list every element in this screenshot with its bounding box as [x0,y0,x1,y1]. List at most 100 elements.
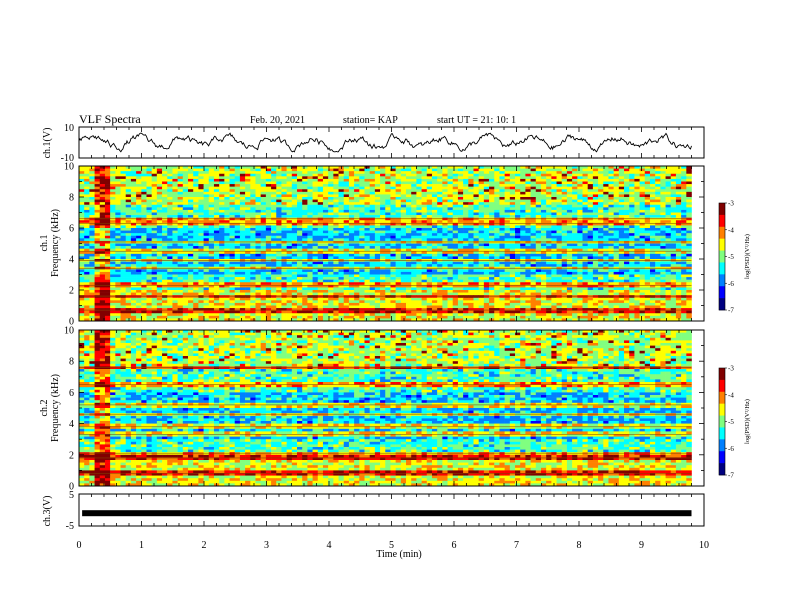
spectrogram-cell [156,209,163,213]
spectrogram-cell [665,215,672,218]
spectrogram-cell [447,204,454,208]
spectrogram-cell [515,186,521,190]
spectrogram-cell [551,240,557,244]
spectrogram-cell [255,186,261,190]
spectrogram-cell [322,197,329,200]
spectrogram-cell [670,209,677,213]
spectrogram-cell [390,269,396,273]
spectrogram-cell [463,215,469,218]
spectrogram-cell [99,189,106,193]
spectrogram-cell [442,209,448,213]
spectrogram-cell [333,230,339,234]
spectrogram-cell [686,222,692,226]
spectrogram-cell [120,217,127,221]
spectrogram-cell [504,228,511,231]
spectrogram-cell [208,261,215,265]
spectrogram-cell [509,217,516,221]
spectrogram-cell [343,253,350,257]
spectrogram-cell [125,264,132,268]
spectrogram-cell [618,253,625,257]
spectrogram-cell [79,176,85,180]
spectrogram-cell [416,248,422,252]
spectrogram-cell [84,199,90,203]
spectrogram-cell [338,240,345,244]
spectrogram-cell [566,186,573,190]
spectrogram-cell [281,235,287,239]
spectrogram-cell [271,173,277,177]
spectrogram-cell [639,199,646,203]
spectrogram-cell [572,248,578,252]
spectrogram-cell [167,181,173,185]
spectrogram-cell [229,269,236,273]
spectrogram-cell [156,194,163,198]
spectrogram-cell [463,168,469,172]
spectrogram-cell [198,248,204,252]
spectrogram-cell [515,240,521,244]
spectrogram-cell [162,256,168,260]
spectrogram-cell [665,173,672,177]
spectrogram-cell [338,256,345,260]
spectrogram-cell [686,204,692,208]
spectrogram-cell [665,220,672,224]
spectrogram-cell [317,209,324,213]
spectrogram-cell [624,240,630,244]
spectrogram-cell [566,246,573,249]
spectrogram-cell [551,220,557,224]
spectrogram-cell [473,178,479,182]
spectrogram-cell [468,166,474,169]
spectrogram-cell [265,220,272,224]
spectrogram-cell [582,173,588,177]
spectrogram-cell [110,166,116,169]
spectrogram-cell [104,189,111,193]
spectrogram-cell [629,202,635,206]
spectrogram-cell [374,166,381,169]
spectrogram-cell [203,274,210,278]
spectrogram-cell [598,264,604,268]
spectrogram-cell [437,176,443,180]
spectrogram-cell [104,176,111,180]
spectrogram-cell [380,189,386,193]
spectrogram-cell [618,191,625,195]
spectrogram-cell [380,233,386,237]
spectrogram-cell [234,248,241,252]
spectrogram-cell [219,230,225,234]
spectrogram-cell [494,264,500,268]
spectrogram-cell [639,166,646,169]
spectrogram-cell [390,248,396,252]
spectrogram-cell [499,235,505,239]
spectrogram-cell [302,189,308,193]
spectrogram-cell [167,217,173,221]
spectrogram-cell [582,235,588,239]
spectrogram-cell [94,199,101,203]
spectrogram-cell [566,171,573,175]
spectrogram-cell [84,240,90,244]
spectrogram-cell [546,168,552,172]
spectrogram-cell [260,230,267,234]
spectrogram-cell [333,209,339,213]
spectrogram-cell [489,189,495,193]
spectrogram-cell [141,189,147,193]
spectrogram-cell [89,251,95,255]
spectrogram-cell [380,197,386,200]
spectrogram-cell [84,253,90,257]
spectrogram-cell [587,171,594,175]
spectrogram-cell [156,271,163,275]
spectrogram-cell [390,212,396,216]
spectrogram-cell [411,176,417,180]
spectrogram-cell [411,181,417,185]
spectrogram-cell [400,230,407,234]
spectrogram-cell [328,220,334,224]
spectrogram-cell [79,168,85,172]
spectrogram-cell [406,178,412,182]
spectrogram-cell [182,202,189,206]
spectrogram-cell [416,251,422,255]
spectrogram-cell [276,261,282,265]
spectrogram-cell [141,222,147,226]
spectrogram-cell [333,212,339,216]
spectrogram-cell [177,230,184,234]
spectrogram-cell [177,251,184,255]
spectrogram-cell [437,240,443,244]
spectrogram-cell [338,217,345,221]
spectrogram-cell [302,197,308,200]
spectrogram-cell [566,194,573,198]
